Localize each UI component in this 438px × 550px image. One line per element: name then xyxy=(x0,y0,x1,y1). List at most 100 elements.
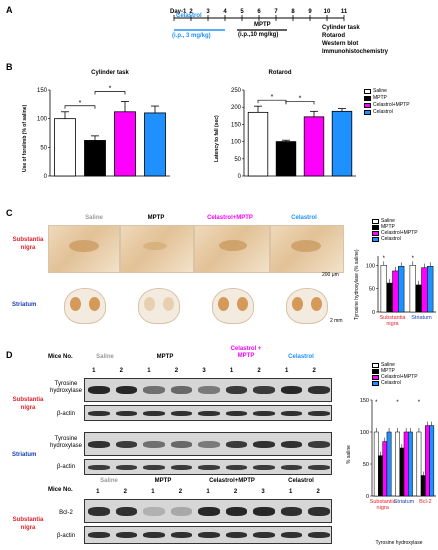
day-label: 11 xyxy=(341,9,348,15)
significance-star: * xyxy=(299,95,302,102)
y-tick-label: 0 xyxy=(238,174,242,180)
legend-swatch xyxy=(372,375,379,380)
legend-label: MPTP xyxy=(381,224,395,230)
bar-celastrol xyxy=(427,266,434,313)
celastrol-dose: (i.p., 3 mg/kg) xyxy=(172,33,211,39)
blot-band xyxy=(225,386,248,394)
legend-swatch xyxy=(372,231,379,236)
bar-saline xyxy=(395,431,400,497)
mice-no-label: Mice No. xyxy=(48,354,73,360)
significance-star: * xyxy=(418,400,421,406)
group-saline: Saline xyxy=(96,354,114,360)
blot-band xyxy=(88,440,110,448)
col-label-saline: Saline xyxy=(85,215,103,221)
lane-number: 2 xyxy=(174,368,179,374)
day-label: 8 xyxy=(291,9,295,15)
blot-band xyxy=(308,440,330,448)
group-celastrol-mptp: Celastrol + MPTP xyxy=(230,346,262,359)
mptp-dose: (i.p.,10 mg/kg) xyxy=(238,32,279,38)
lane-number: 1 xyxy=(147,368,151,374)
blot-band xyxy=(225,440,248,448)
bar-celastrol-mptp xyxy=(421,267,428,313)
x-group-label: Substantia xyxy=(380,315,407,321)
legend-label: Celastrol xyxy=(373,109,393,115)
significance-bracket xyxy=(94,91,126,95)
blot-band xyxy=(88,506,110,516)
lane-number: 2 xyxy=(257,368,261,374)
panel-c-letter: C xyxy=(6,208,13,218)
outcome-item: Immunohistochemistry xyxy=(322,49,389,55)
blot-band xyxy=(308,506,330,516)
blot-band xyxy=(253,506,275,516)
group-celastrol-2: Celastrol xyxy=(288,478,314,484)
day-label: 2 xyxy=(189,9,193,15)
ihc-st-mptp xyxy=(138,288,180,324)
lane-number: 3 xyxy=(202,368,206,374)
blot-band xyxy=(198,464,220,470)
y-tick-label: 150 xyxy=(231,122,242,128)
day-label: 10 xyxy=(324,9,331,15)
blot-band xyxy=(280,410,303,416)
legend-b: Saline MPTP Celastrol+MPTP Celastrol xyxy=(364,88,436,128)
blot-band xyxy=(115,464,138,470)
ihc-st-saline xyxy=(64,288,106,324)
lane-number: 3 xyxy=(261,489,265,495)
significance-bracket xyxy=(285,100,315,105)
blot-th-sn xyxy=(84,378,332,402)
bar-mptp xyxy=(415,284,422,313)
col-label-celastrol-mptp: Celastrol+MPTP xyxy=(207,215,253,221)
rotarod-title: Rotarod xyxy=(268,70,292,76)
significance-star: * xyxy=(396,400,399,406)
cylinder-title: Cylinder task xyxy=(91,70,129,76)
group-celastrol: Celastrol xyxy=(288,354,314,360)
blot-band xyxy=(115,506,138,516)
xgroup-caption: Tyrosine hydroxylase xyxy=(375,540,423,546)
blot-th-st xyxy=(84,432,332,456)
lane-number: 2 xyxy=(233,489,238,495)
blot-band xyxy=(198,386,220,394)
legend-label: MPTP xyxy=(373,95,387,101)
blot-band xyxy=(88,532,110,538)
blot-actin-sn xyxy=(84,405,332,421)
blot-band xyxy=(308,386,330,394)
cylinder-chart: 0 50 100 150 * * xyxy=(37,85,170,180)
blot-band xyxy=(143,506,165,516)
outcome-item: Rotarod xyxy=(322,33,345,39)
blot-band xyxy=(170,506,193,516)
y-tick-label: 50 xyxy=(40,145,47,151)
significance-star: * xyxy=(79,100,82,107)
blot-band xyxy=(308,532,330,538)
bar-saline xyxy=(373,431,379,497)
ihc-st-celastrol xyxy=(286,288,328,324)
blot-band xyxy=(143,532,165,538)
y-tick-label: 100 xyxy=(37,117,48,123)
y-tick-label: 100 xyxy=(366,263,375,269)
region-striatum: Striatum xyxy=(12,452,37,458)
region-sn-top: Substantia nigra xyxy=(12,397,44,411)
legend-label: MPTP xyxy=(381,368,395,374)
bar-mptp xyxy=(386,282,393,313)
y-tick-label: 150 xyxy=(37,88,48,94)
blot-band xyxy=(225,532,248,538)
day-label: 6 xyxy=(257,9,261,15)
y-tick-label: 50 xyxy=(369,287,375,293)
legend-label: Celastrol+MPTP xyxy=(381,230,418,236)
blot-band xyxy=(225,506,248,516)
legend-swatch xyxy=(372,381,379,386)
lane-number: 2 xyxy=(178,489,183,495)
lane-number: 1 xyxy=(206,489,210,495)
blot-band xyxy=(280,386,303,394)
legend-label: Celastrol+MPTP xyxy=(373,102,410,108)
bar-celastrol xyxy=(429,425,435,497)
bar-mptp xyxy=(84,140,106,177)
group-celastrol-mptp-2: Celastrol+MPTP xyxy=(209,478,255,484)
legend-label: Celastrol+MPTP xyxy=(381,374,418,380)
lane-number: 1 xyxy=(92,368,96,374)
y-tick-label: 100 xyxy=(231,140,242,146)
bar-saline xyxy=(416,431,422,497)
blot-band xyxy=(88,410,110,416)
protein-bcl2: Bcl-2 xyxy=(59,510,73,516)
y-tick-label: 150 xyxy=(360,398,369,404)
day-label: 7 xyxy=(274,9,278,15)
lane-numbers-top: 1 2 1 2 3 1 2 1 2 xyxy=(80,368,330,376)
